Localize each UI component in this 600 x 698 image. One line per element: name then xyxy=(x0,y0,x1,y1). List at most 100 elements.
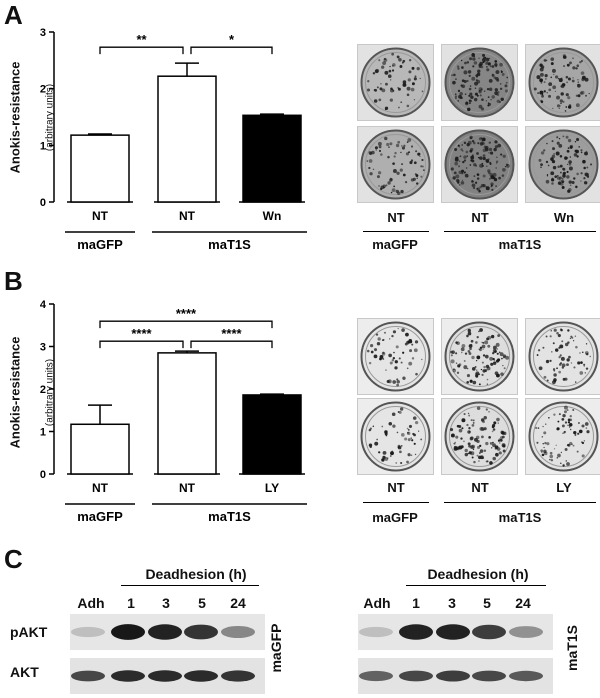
colony xyxy=(568,426,571,428)
colony xyxy=(540,166,542,169)
colony xyxy=(479,156,483,160)
colony xyxy=(401,145,403,147)
colony xyxy=(543,59,547,62)
colony xyxy=(493,421,497,425)
lane-label: 5 xyxy=(483,595,491,611)
colony xyxy=(476,94,479,97)
colony xyxy=(408,338,413,343)
colony xyxy=(391,188,396,192)
colony xyxy=(466,380,470,384)
colony xyxy=(500,97,504,102)
colony xyxy=(472,380,477,385)
colony xyxy=(411,439,414,442)
panel-b-photo-label: NT xyxy=(387,480,405,495)
colony xyxy=(470,339,474,343)
colony xyxy=(548,416,550,419)
colony xyxy=(463,413,466,416)
akt-band xyxy=(472,670,506,682)
colony xyxy=(482,174,486,178)
colony xyxy=(482,156,486,161)
akt-band xyxy=(71,670,105,682)
colony xyxy=(382,339,384,342)
colony xyxy=(385,82,388,86)
colony xyxy=(403,82,405,84)
colony xyxy=(407,453,411,457)
colony xyxy=(381,458,385,462)
colony xyxy=(495,70,500,74)
panel-b-ylabel-main: Anokis-resistance xyxy=(7,336,23,449)
colony xyxy=(406,460,409,464)
colony xyxy=(460,347,465,352)
colony xyxy=(461,427,464,430)
colony xyxy=(481,162,484,165)
colony xyxy=(542,425,544,428)
colony xyxy=(485,364,490,369)
colony xyxy=(572,408,575,411)
colony xyxy=(577,83,580,86)
colony xyxy=(370,350,374,354)
colony xyxy=(395,143,400,148)
panel-b-ylabel: Anokis-resistance (arbitrary units) xyxy=(0,300,56,480)
colony xyxy=(505,355,510,360)
colony xyxy=(500,372,504,376)
colony xyxy=(465,167,468,169)
colony xyxy=(392,169,397,173)
colony xyxy=(413,348,418,353)
colony xyxy=(409,161,413,165)
pakt-band xyxy=(359,626,393,638)
significance-label: **** xyxy=(176,306,197,321)
colony xyxy=(499,438,503,442)
colony xyxy=(495,65,498,68)
colony xyxy=(494,145,498,149)
colony xyxy=(559,154,563,158)
colony xyxy=(398,57,402,62)
colony xyxy=(490,185,493,188)
colony xyxy=(396,383,399,387)
colony xyxy=(396,380,400,384)
colony xyxy=(406,367,409,370)
pakt-band xyxy=(436,624,470,640)
colony xyxy=(487,62,491,66)
western-blot-left: Deadhesion (h) Adh 1 3 5 24 pAKT AKT maG… xyxy=(0,560,300,697)
colony xyxy=(473,61,478,65)
colony xyxy=(467,107,471,112)
colony xyxy=(498,351,501,354)
colony xyxy=(588,92,590,95)
colony xyxy=(416,177,418,179)
colony xyxy=(478,330,480,333)
y-tick-label: 3 xyxy=(40,342,46,354)
colony xyxy=(581,424,585,428)
panel-a-photo-group-label: maT1S xyxy=(498,237,542,252)
colony xyxy=(398,357,401,360)
deadhesion-header: Deadhesion (h) xyxy=(145,566,247,582)
colony xyxy=(566,63,570,67)
colony xyxy=(546,92,548,94)
colony xyxy=(482,354,486,357)
colony xyxy=(536,441,539,444)
colony xyxy=(467,442,471,446)
colony xyxy=(550,329,553,332)
colony xyxy=(496,447,501,451)
colony xyxy=(557,420,560,423)
colony xyxy=(501,443,506,448)
deadhesion-header-line xyxy=(121,585,259,586)
colony xyxy=(494,91,498,96)
colony xyxy=(381,352,386,356)
colony xyxy=(545,179,550,184)
colony xyxy=(463,155,467,159)
colony xyxy=(573,340,575,342)
lane-label: 3 xyxy=(162,595,170,611)
y-tick-label: 1 xyxy=(40,427,46,439)
colony xyxy=(492,357,495,361)
colony xyxy=(488,102,492,106)
colony xyxy=(479,185,482,189)
colony xyxy=(500,436,504,440)
colony xyxy=(370,344,374,348)
colony xyxy=(545,78,547,80)
colony xyxy=(407,438,411,442)
colony xyxy=(476,445,481,449)
lane-label: 1 xyxy=(412,595,420,611)
colony xyxy=(383,57,387,61)
colony xyxy=(558,107,560,109)
colony xyxy=(376,438,378,441)
